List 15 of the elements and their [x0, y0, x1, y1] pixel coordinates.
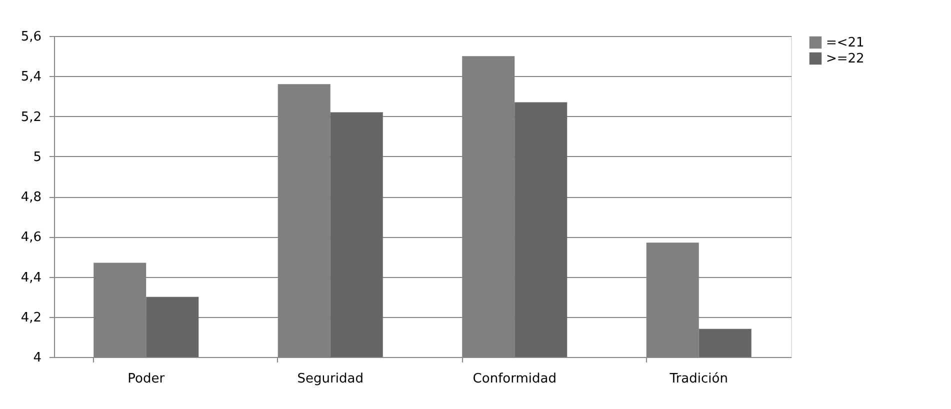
legend-label: =<21 [826, 36, 864, 50]
y-tick-label: 5 [33, 150, 42, 165]
legend-label: >=22 [826, 52, 864, 66]
y-tick-label: 4,2 [20, 310, 42, 326]
x-tick-label: Seguridad [297, 372, 364, 386]
y-tick-label: 4,8 [20, 190, 42, 205]
y-tick-label: 5,6 [20, 30, 42, 44]
x-tick-label: Conformidad [472, 372, 556, 386]
y-tick-label: 5,2 [20, 110, 42, 125]
x-tick-label: Tradición [668, 372, 728, 386]
y-tick-label: 4 [33, 350, 42, 366]
y-tick-label: 4,6 [20, 230, 42, 246]
y-tick-label: 4,4 [20, 270, 42, 286]
x-tick-label: Poder [128, 372, 166, 386]
y-tick-label: 5,4 [20, 70, 42, 85]
